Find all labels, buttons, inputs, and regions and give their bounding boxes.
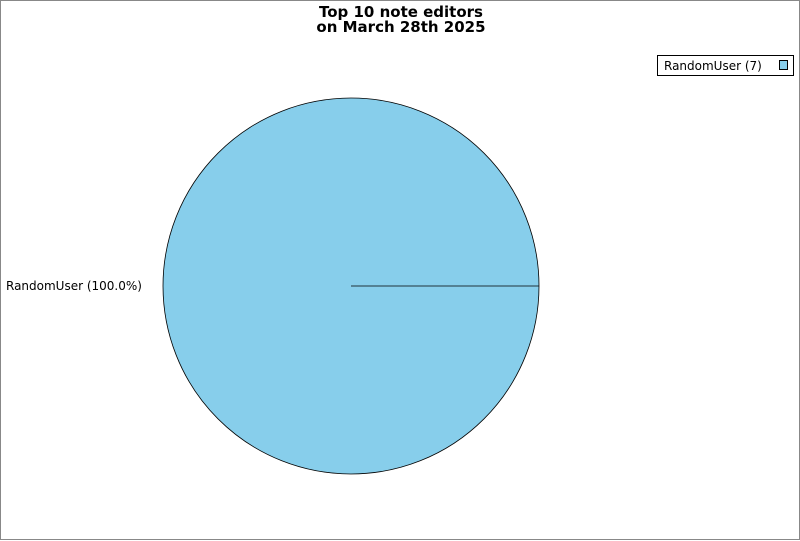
- slice-label: RandomUser (100.0%): [6, 279, 142, 293]
- legend-box: [657, 55, 794, 76]
- legend-swatch: [779, 60, 788, 70]
- chart-title-line: on March 28th 2025: [316, 18, 485, 36]
- legend-label: RandomUser (7): [664, 59, 762, 73]
- chart-title-line: Top 10 note editors: [319, 3, 483, 21]
